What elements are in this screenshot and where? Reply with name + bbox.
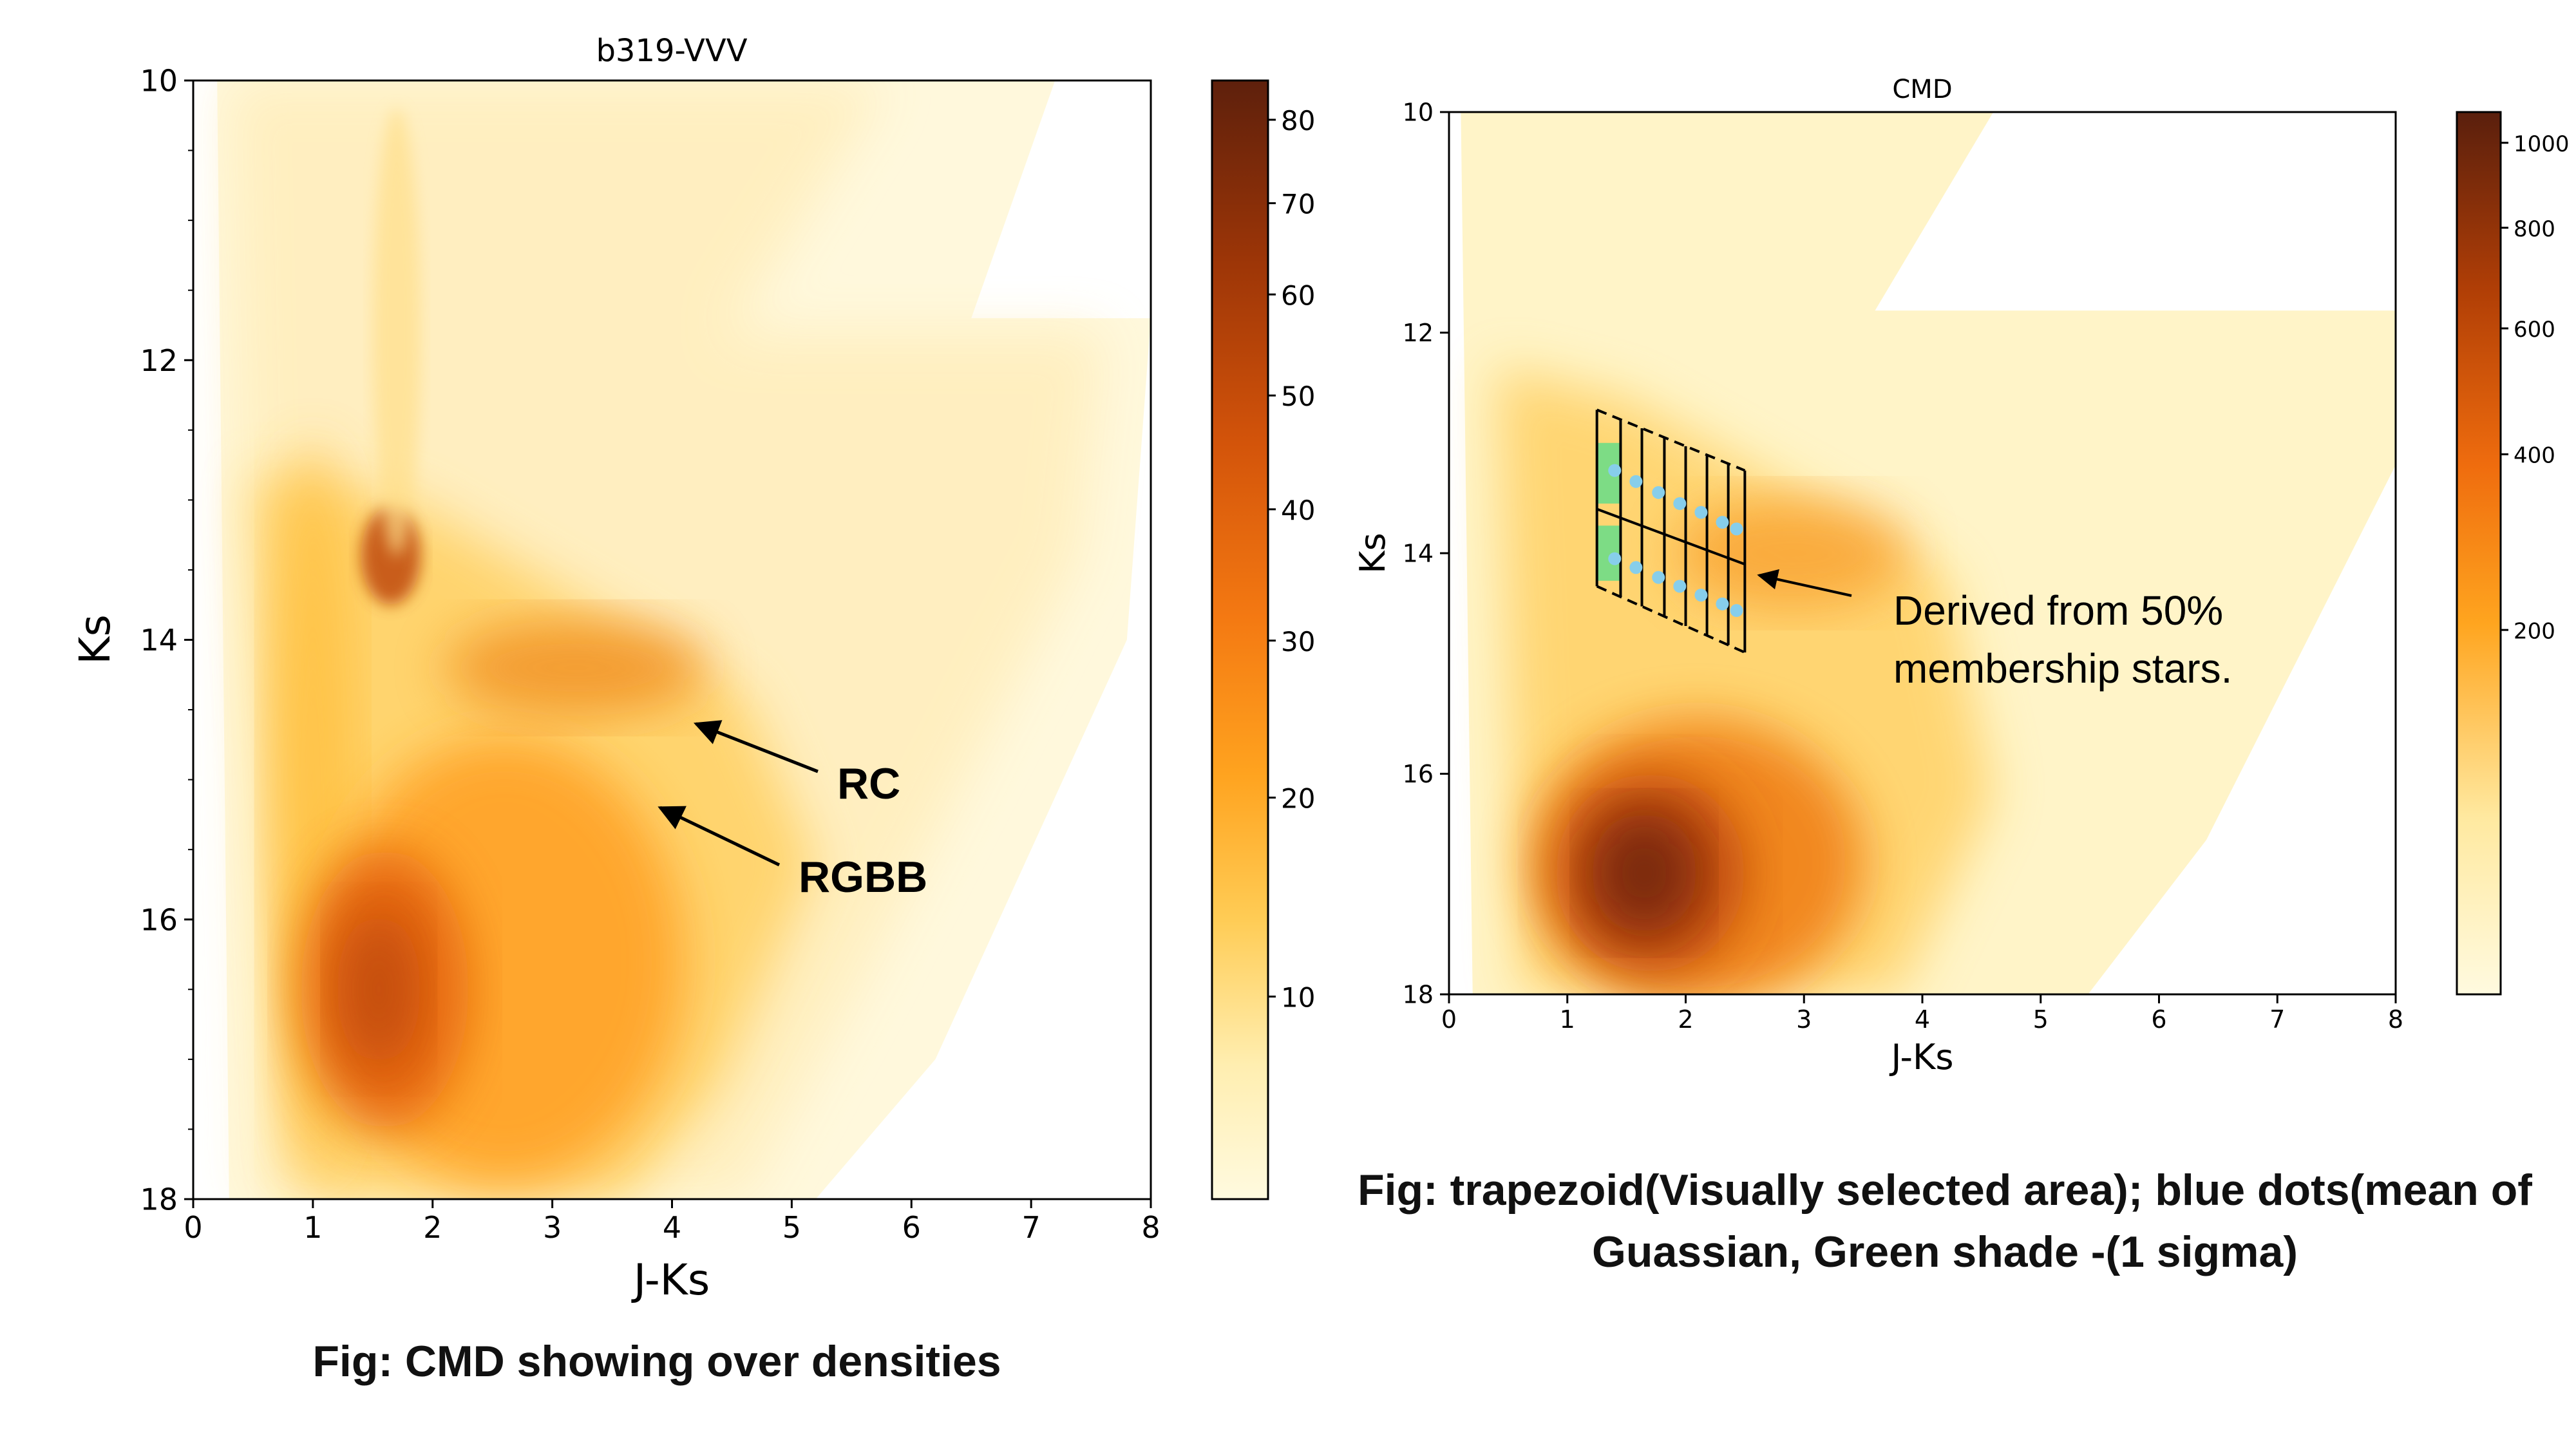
x-tick-label: 8: [1141, 1210, 1160, 1245]
right-colorbar-ticks: 200 400 600 800 1000: [2501, 131, 2570, 644]
y-tick-label: 16: [1403, 760, 1434, 788]
left-density-map: [217, 80, 1151, 1199]
gaussian-mean-dot: [1652, 486, 1665, 499]
right-overlay: [1595, 408, 1747, 654]
colorbar-tick-label: 70: [1281, 189, 1315, 220]
y-tick-label: 12: [140, 343, 178, 378]
y-tick-label: 12: [1403, 319, 1434, 347]
right-y-axis-label: Ks: [1352, 533, 1393, 574]
colorbar-tick-label: 60: [1281, 279, 1315, 311]
x-tick-label: 3: [543, 1210, 562, 1245]
gaussian-mean-dot: [1694, 506, 1708, 519]
x-tick-label: 7: [1021, 1210, 1040, 1245]
x-tick-label: 5: [782, 1210, 801, 1245]
red-clump-band: [444, 618, 708, 717]
x-tick-label: 4: [663, 1210, 681, 1245]
colorbar-tick-label: 40: [1281, 495, 1315, 526]
gaussian-mean-dot: [1629, 475, 1643, 488]
right-x-axis-label: J-Ks: [1889, 1037, 1953, 1077]
x-tick-label: 2: [1678, 1005, 1693, 1034]
x-tick-label: 0: [184, 1210, 202, 1245]
gaussian-mean-dot: [1673, 580, 1687, 593]
left-annotations: RC RGBB: [658, 720, 927, 902]
colorbar-tick-label: 200: [2514, 618, 2555, 644]
gaussian-mean-dot: [1629, 561, 1643, 574]
x-tick-label: 1: [303, 1210, 322, 1245]
y-tick-label: 18: [140, 1182, 178, 1217]
x-tick-label: 2: [423, 1210, 442, 1245]
gaussian-mean-dot: [1716, 597, 1729, 611]
x-tick-label: 6: [902, 1210, 921, 1245]
x-tick-label: 5: [2033, 1005, 2049, 1034]
x-tick-label: 3: [1796, 1005, 1812, 1034]
red-clump-band: [1674, 498, 1911, 609]
trapezoid-bottom-edge: [1596, 585, 1746, 654]
left-chart-title: b319-VVV: [596, 33, 747, 69]
gaussian-mean-dot: [1716, 516, 1729, 529]
annotation-arrow: [658, 806, 781, 867]
x-tick-label: 8: [2388, 1005, 2403, 1034]
colorbar-tick-label: 20: [1281, 783, 1315, 815]
vertical-stripe: [372, 108, 421, 556]
y-tick-label: 10: [1403, 99, 1434, 127]
colorbar-tick-label: 10: [1281, 982, 1315, 1014]
y-tick-label: 14: [140, 623, 178, 658]
y-tick-label: 16: [140, 902, 178, 937]
gaussian-mean-dot: [1608, 464, 1622, 477]
x-tick-label: 4: [1915, 1005, 1930, 1034]
colorbar-tick-label: 1000: [2514, 131, 2570, 157]
annotation-text-line: Derived from 50%: [1893, 587, 2223, 634]
colorbar-tick-label: 800: [2514, 216, 2555, 242]
x-tick-label: 7: [2269, 1005, 2285, 1034]
left-y-axis-label: Ks: [70, 614, 120, 665]
left-colorbar: [1211, 79, 1269, 1200]
y-tick-label: 10: [140, 64, 178, 99]
gaussian-mean-dot: [1608, 552, 1622, 565]
gaussian-mean-dot: [1652, 571, 1665, 584]
x-tick-label: 6: [2151, 1005, 2166, 1034]
annotation-text-line: membership stars.: [1893, 645, 2232, 692]
colorbar-tick-label: 600: [2514, 317, 2555, 343]
right-annotation: Derived from 50% membership stars.: [1757, 569, 2232, 692]
gaussian-mean-dot: [1730, 604, 1743, 618]
annotation-label: RGBB: [799, 853, 927, 902]
right-chart-title: CMD: [1892, 75, 1952, 104]
trapezoid-mean-line: [1596, 507, 1746, 565]
x-tick-label: 0: [1441, 1005, 1457, 1034]
annotation-arrow: [1757, 569, 1852, 597]
colorbar-tick-label: 50: [1281, 381, 1315, 412]
y-tick-label: 18: [1403, 981, 1434, 1009]
right-caption-line-2: Guassian, Green shade -(1 sigma): [1592, 1227, 2298, 1276]
left-figure-caption: Fig: CMD showing over densities: [312, 1337, 1001, 1386]
colorbar-tick-label: 30: [1281, 626, 1315, 658]
colorbar-tick-label: 80: [1281, 105, 1315, 137]
x-tick-label: 1: [1560, 1005, 1575, 1034]
annotation-arrow: [693, 720, 819, 773]
gaussian-mean-dot: [1673, 497, 1687, 510]
right-figure-caption: Fig: trapezoid(Visually selected area); …: [1340, 1159, 2550, 1283]
gaussian-mean-dot: [1730, 522, 1743, 536]
right-colorbar: [2456, 111, 2502, 996]
gaussian-mean-dot: [1694, 589, 1708, 602]
colorbar-tick-label: 400: [2514, 443, 2555, 469]
left-x-axis-label: J-Ks: [631, 1255, 710, 1305]
y-tick-label: 14: [1403, 540, 1434, 568]
annotation-label: RC: [837, 759, 900, 808]
right-caption-line-1: Fig: trapezoid(Visually selected area); …: [1358, 1166, 2532, 1215]
densest-core-peak: [1591, 812, 1698, 934]
left-colorbar-ticks: 10 20 30 40 50 60 70 80: [1268, 105, 1315, 1014]
densest-core-peak: [337, 912, 421, 1066]
